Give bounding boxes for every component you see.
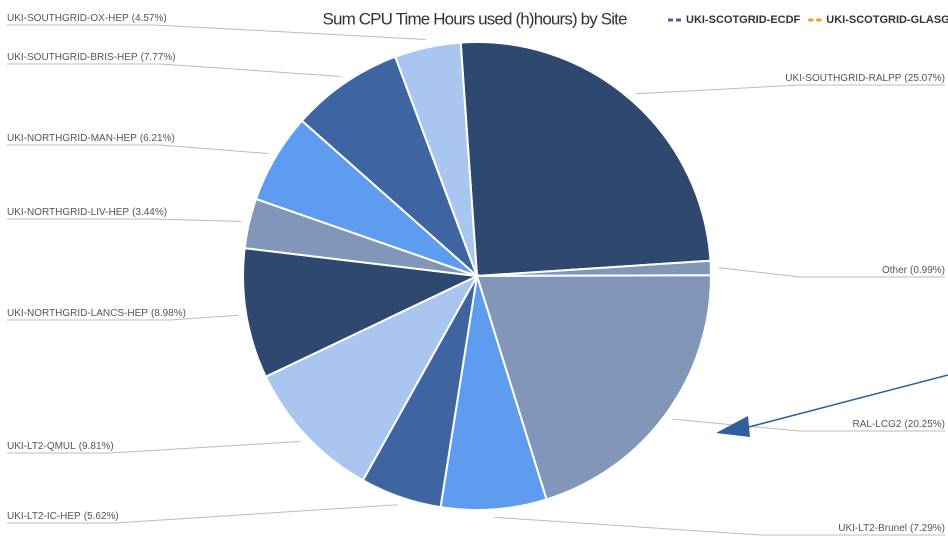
slice-value: (8.98%): [151, 308, 186, 319]
leader-line: [636, 84, 945, 95]
pie-slice: [242, 247, 481, 379]
slice-value: (4.57%): [132, 13, 167, 24]
legend-label: UKI-SCOTGRID-GLASG: [826, 14, 948, 26]
pie-slice: [264, 273, 480, 482]
leader-line: [7, 504, 398, 524]
leader-line: [7, 24, 426, 40]
slice-name: UKI-SOUTHGRID-OX-HEP: [7, 13, 129, 24]
annotation-arrow: [744, 374, 948, 429]
slice-label: UKI-SOUTHGRID-OX-HEP (4.57%): [7, 13, 167, 24]
slice-value: (6.21%): [140, 133, 175, 144]
slice-name: UKI-NORTHGRID-LIV-HEP: [7, 207, 129, 218]
slice-name: UKI-LT2-QMUL: [7, 441, 76, 452]
slice-label: UKI-SOUTHGRID-BRIS-HEP (7.77%): [7, 52, 176, 63]
slice-name: UKI-LT2-Brunel: [838, 523, 907, 534]
slice-value: (5.62%): [84, 511, 119, 522]
slice-value: (25.07%): [904, 73, 945, 84]
slice-value: (7.77%): [141, 52, 176, 63]
pie-slice: [475, 274, 712, 501]
leader-line: [718, 267, 945, 278]
labels: UKI-SOUTHGRID-RALPP (25.07%) Other (0.99%) R…: [7, 13, 945, 536]
arrow-head: [716, 416, 750, 437]
slice-value: (7.29%): [910, 523, 945, 534]
slice-name: UKI-LT2-IC-HEP: [7, 511, 81, 522]
leader-line: [494, 516, 945, 536]
slice-name: Other: [882, 265, 908, 276]
slice-value: (20.25%): [904, 419, 945, 430]
slice-name: UKI-NORTHGRID-LANCS-HEP: [7, 308, 148, 319]
slice-label: UKI-NORTHGRID-LIV-HEP (3.44%): [7, 207, 167, 218]
slice-name: RAL-LCG2: [853, 419, 902, 430]
slice-label: UKI-NORTHGRID-MAN-HEP (6.21%): [7, 133, 175, 144]
pie-slice: [393, 41, 478, 277]
slice-label: UKI-LT2-Brunel (7.29%): [838, 523, 945, 534]
slice-name: UKI-SOUTHGRID-RALPP: [785, 73, 901, 84]
slice-label: RAL-LCG2 (20.25%): [853, 419, 945, 430]
slice-value: (3.44%): [132, 207, 167, 218]
legend-label: UKI-SCOTGRID-ECDF: [686, 14, 801, 26]
slice-value: (0.99%): [910, 265, 945, 276]
slice-label: UKI-LT2-IC-HEP (5.62%): [7, 511, 119, 522]
pie-slice: [459, 41, 712, 278]
slice-name: UKI-SOUTHGRID-BRIS-HEP: [7, 52, 138, 63]
leader-line: [7, 314, 239, 321]
pie-slice: [439, 275, 548, 511]
chart-title: Sum CPU Time Hours used (h)hours) by Sit…: [323, 9, 628, 28]
slice-label: Other (0.99%): [882, 265, 945, 276]
slice-label: UKI-LT2-QMUL (9.81%): [7, 441, 114, 452]
leader-line: [7, 144, 269, 155]
pie: [242, 41, 713, 511]
slice-label: UKI-NORTHGRID-LANCS-HEP (8.98%): [7, 308, 186, 319]
leader-line: [7, 441, 301, 454]
leader-line: [7, 218, 242, 222]
pie-slice: [300, 55, 478, 277]
slice-label: UKI-SOUTHGRID-RALPP (25.07%): [785, 73, 945, 84]
leader-line: [7, 63, 341, 77]
slice-name: UKI-NORTHGRID-MAN-HEP: [7, 133, 137, 144]
slice-value: (9.81%): [79, 441, 114, 452]
leader-line: [672, 418, 945, 432]
